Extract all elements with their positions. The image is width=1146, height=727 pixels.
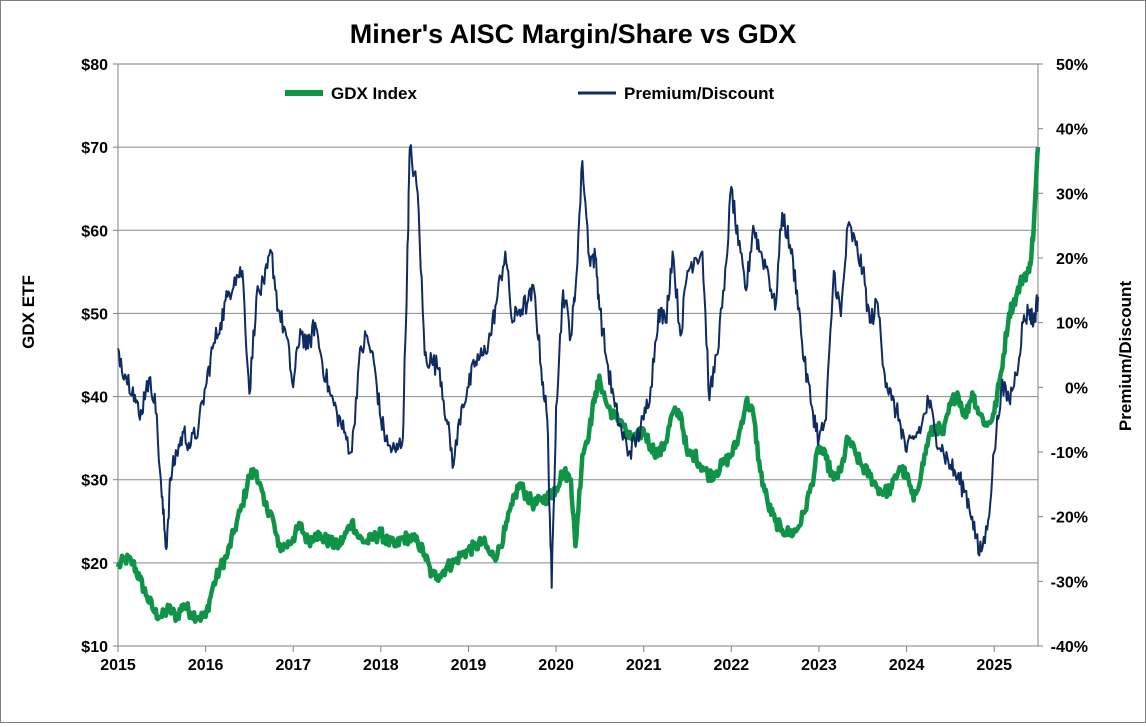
x-axis-ticks: 2015 2016 2017 2018 2019 2020 2021 2022 2023 2024… (100, 646, 1012, 674)
x-tick-label-4: 2019 (451, 657, 487, 674)
y-left-axis-ticks: $10 $20 $30 $40 $50 $60 $70 $80 (81, 57, 118, 656)
legend: GDX Index Premium/Discount (285, 84, 775, 103)
y-left-tick-label-5: $60 (81, 223, 108, 240)
y-right-tick-label-8: 40% (1056, 122, 1088, 139)
x-tick-label-5: 2020 (538, 657, 574, 674)
y-right-tick-label-0: -40% (1051, 639, 1088, 656)
plot-area (117, 63, 1039, 647)
y-left-tick-label-6: $70 (81, 140, 108, 157)
x-tick-label-10: 2025 (976, 657, 1012, 674)
x-tick-label-7: 2022 (714, 657, 750, 674)
y-right-tick-label-5: 10% (1056, 316, 1088, 333)
y-left-tick-label-4: $50 (81, 306, 108, 323)
y-left-tick-label-0: $10 (81, 639, 108, 656)
x-tick-label-6: 2021 (626, 657, 662, 674)
x-tick-label-3: 2018 (363, 657, 399, 674)
series-lines (115, 144, 1041, 624)
y-right-tick-label-3: -10% (1051, 445, 1088, 462)
series-line-premium-discount (117, 144, 1039, 589)
y-left-tick-label-3: $40 (81, 390, 108, 407)
y-right-tick-label-2: -20% (1051, 510, 1088, 527)
y-left-axis-title: GDX ETF (19, 275, 38, 349)
y-left-tick-label-1: $20 (81, 556, 108, 573)
x-tick-label-8: 2023 (801, 657, 837, 674)
x-tick-label-2: 2017 (275, 657, 311, 674)
y-left-tick-label-2: $30 (81, 473, 108, 490)
x-tick-label-0: 2015 (100, 657, 136, 674)
y-right-tick-label-4: 0% (1065, 380, 1088, 397)
series-line-gdx-index (115, 146, 1041, 624)
legend-label-premium: Premium/Discount (624, 84, 775, 103)
legend-label-gdx: GDX Index (331, 84, 418, 103)
y-right-axis-title: Premium/Discount (1116, 281, 1135, 432)
y-right-axis-ticks: -40% -30% -20% -10% 0% 10% 20% 30% 40% 50% (1038, 57, 1088, 656)
y-right-tick-label-7: 30% (1056, 186, 1088, 203)
y-right-tick-label-9: 50% (1056, 57, 1088, 74)
y-right-tick-label-1: -30% (1051, 574, 1088, 591)
x-tick-label-1: 2016 (188, 657, 224, 674)
x-tick-label-9: 2024 (889, 657, 925, 674)
chart-title: Miner's AISC Margin/Share vs GDX (350, 19, 797, 49)
y-right-tick-label-6: 20% (1056, 251, 1088, 268)
y-left-tick-label-7: $80 (81, 57, 108, 74)
